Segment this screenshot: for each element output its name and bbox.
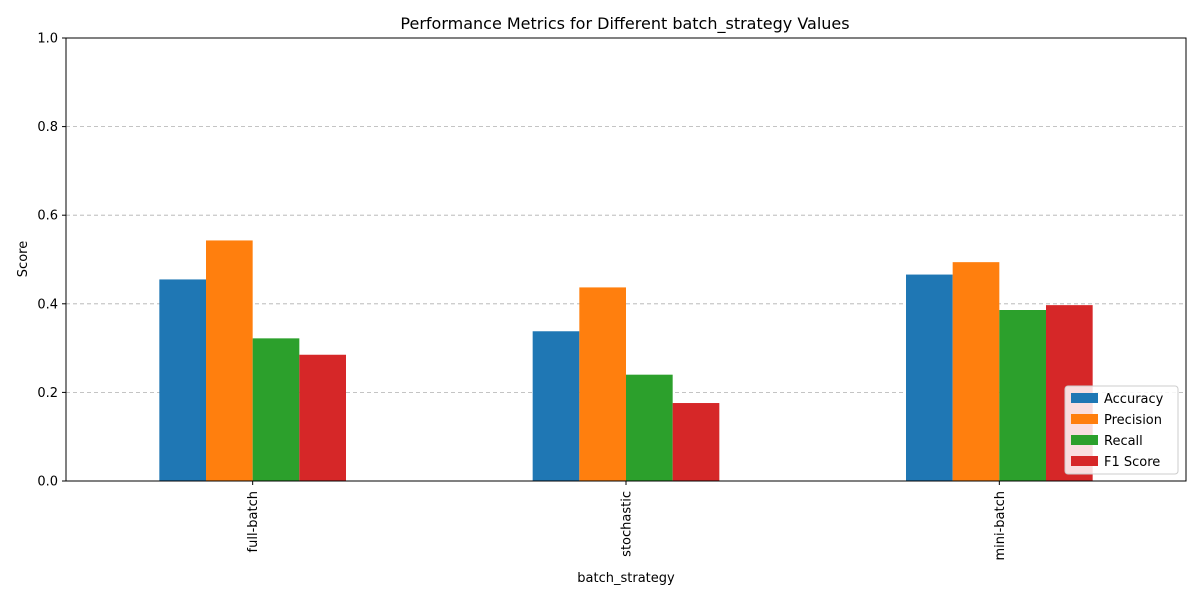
bar-recall-full-batch — [252, 338, 300, 481]
x-tick-label: mini-batch — [993, 491, 1008, 561]
legend-label: Recall — [1104, 434, 1143, 449]
legend-swatch — [1071, 456, 1098, 466]
legend: Accuracy Precision Recall F1 Score — [1064, 385, 1179, 475]
legend-box — [1064, 385, 1179, 475]
y-tick-label: 1.0 — [37, 32, 58, 47]
bars — [159, 240, 1093, 481]
y-tick-label: 0.6 — [37, 209, 58, 224]
bar-f1-score-full-batch — [299, 354, 346, 481]
bar-recall-stochastic — [626, 374, 673, 481]
y-tick-label: 0.4 — [37, 297, 58, 312]
y-tick-label: 0.0 — [37, 475, 58, 490]
x-axis-ticks: full-batch stochastic mini-batch — [246, 481, 1008, 561]
x-axis-label: batch_strategy — [577, 571, 675, 586]
bar-recall-mini-batch — [999, 310, 1046, 481]
chart-title: Performance Metrics for Different batch_… — [400, 14, 849, 34]
legend-swatch — [1071, 414, 1098, 424]
bar-f1-score-stochastic — [672, 403, 720, 481]
y-tick-label: 0.8 — [37, 120, 58, 135]
y-axis-ticks: 0.0 0.2 0.4 0.6 0.8 1.0 — [37, 32, 66, 490]
bar-accuracy-mini-batch — [906, 274, 953, 481]
x-tick-label: stochastic — [620, 491, 635, 557]
y-axis-label: Score — [16, 241, 31, 277]
bar-precision-full-batch — [206, 240, 253, 481]
legend-swatch — [1071, 435, 1098, 445]
bar-precision-mini-batch — [952, 262, 1000, 481]
legend-swatch — [1071, 393, 1098, 403]
bar-accuracy-full-batch — [159, 279, 206, 481]
x-tick-label: full-batch — [246, 491, 261, 552]
legend-label: F1 Score — [1104, 455, 1160, 470]
legend-label: Precision — [1104, 413, 1162, 428]
legend-label: Accuracy — [1104, 392, 1164, 407]
y-tick-label: 0.2 — [37, 386, 58, 401]
bar-accuracy-stochastic — [532, 331, 580, 481]
bar-precision-stochastic — [579, 287, 626, 481]
